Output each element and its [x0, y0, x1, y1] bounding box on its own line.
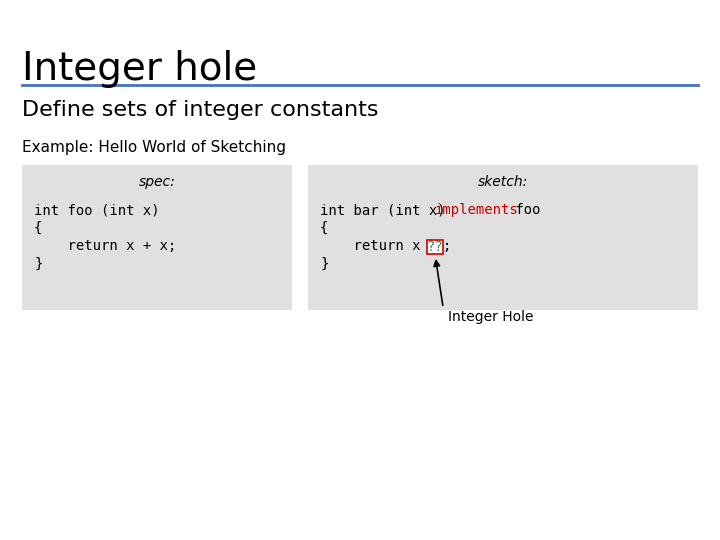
Text: ;: ; — [442, 239, 451, 253]
Text: foo: foo — [507, 203, 541, 217]
Text: return x *: return x * — [320, 239, 446, 253]
FancyBboxPatch shape — [427, 240, 444, 254]
Text: {: { — [320, 221, 328, 235]
Text: }: } — [34, 257, 42, 271]
Text: implements: implements — [435, 203, 519, 217]
Text: }: } — [320, 257, 328, 271]
Text: spec:: spec: — [139, 175, 176, 189]
Text: Integer hole: Integer hole — [22, 50, 257, 88]
Text: Define sets of integer constants: Define sets of integer constants — [22, 100, 379, 120]
Text: ??: ?? — [427, 240, 444, 254]
Text: {: { — [34, 221, 42, 235]
Text: return x + x;: return x + x; — [34, 239, 176, 253]
Text: int bar (int x): int bar (int x) — [320, 203, 454, 217]
Text: int foo (int x): int foo (int x) — [34, 203, 160, 217]
FancyBboxPatch shape — [308, 165, 698, 310]
Text: sketch:: sketch: — [478, 175, 528, 189]
Text: Integer Hole: Integer Hole — [448, 310, 534, 324]
Text: Example: Hello World of Sketching: Example: Hello World of Sketching — [22, 140, 286, 155]
FancyBboxPatch shape — [22, 165, 292, 310]
